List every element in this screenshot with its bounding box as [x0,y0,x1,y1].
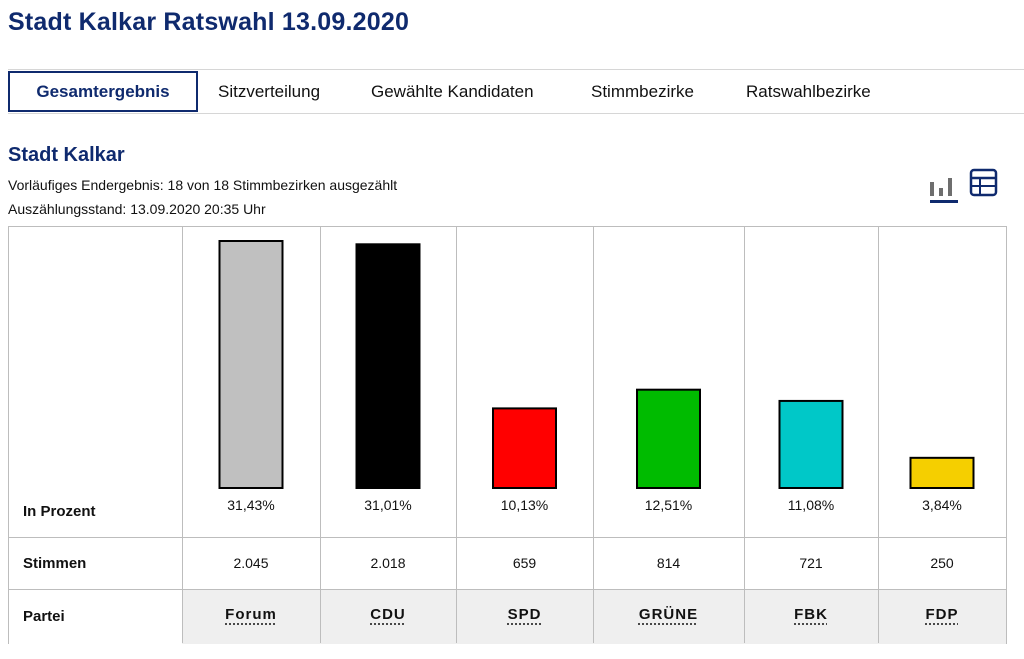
bar-chart [218,240,975,490]
bar-fbk [778,399,844,489]
tab-stimmbezirke[interactable]: Stimmbezirke [591,82,694,101]
tab-gewaehlte-kandidaten[interactable]: Gewählte Kandidaten [371,82,534,101]
votes-value: 814 [656,555,681,571]
column-divider [320,227,321,643]
bar-spd [492,407,557,489]
row-label-votes: Stimmen [23,555,87,572]
bar-forum [218,240,284,489]
column-divider [744,227,745,643]
party-link[interactable]: FBK [794,606,828,623]
results-table: In Prozent Stimmen Partei 31,43% 2.045 For… [8,226,1007,644]
tab-sitzverteilung[interactable]: Sitzverteilung [218,82,321,101]
votes-value: 721 [799,555,823,571]
percent-label: 31,43% [227,497,275,513]
party-link[interactable]: FDP [925,606,959,623]
bar-cdu [355,243,421,489]
bar-grüne [636,388,701,489]
votes-value: 2.045 [233,555,269,571]
row-divider [9,537,1006,538]
result-status: Vorläufiges Endergebnis: 18 von 18 Stimm… [8,177,398,193]
column-divider [456,227,457,643]
bar-fdp [909,456,975,490]
row-label-party: Partei [23,608,65,625]
table-icon[interactable] [969,168,999,200]
tab-gesamtergebnis[interactable]: Gesamtergebnis [8,71,198,112]
tab-bar: Gesamtergebnis Sitzverteilung Gewählte K… [8,69,1024,114]
row-divider [9,589,1006,590]
party-link[interactable]: GRÜNE [638,606,699,623]
party-link[interactable]: Forum [225,606,277,623]
count-timestamp: Auszählungsstand: 13.09.2020 20:35 Uhr [8,201,266,217]
percent-label: 11,08% [787,497,835,513]
percent-label: 31,01% [364,497,412,513]
percent-label: 12,51% [644,497,693,513]
section-title: Stadt Kalkar [8,144,125,166]
bar-chart-icon[interactable] [928,168,958,203]
percent-label: 10,13% [500,497,549,513]
party-link[interactable]: SPD [507,606,542,623]
tab-ratswahlbezirke[interactable]: Ratswahlbezirke [746,82,871,101]
column-divider [593,227,594,643]
column-divider [182,227,183,643]
column-divider [878,227,879,643]
party-label-background [9,589,182,644]
row-label-percent: In Prozent [23,503,96,520]
page-title: Stadt Kalkar Ratswahl 13.09.2020 [8,8,410,36]
votes-value: 250 [930,555,954,571]
votes-value: 659 [512,555,537,571]
percent-label: 3,84% [922,497,962,513]
votes-value: 2.018 [370,555,406,571]
party-link[interactable]: CDU [370,606,406,623]
